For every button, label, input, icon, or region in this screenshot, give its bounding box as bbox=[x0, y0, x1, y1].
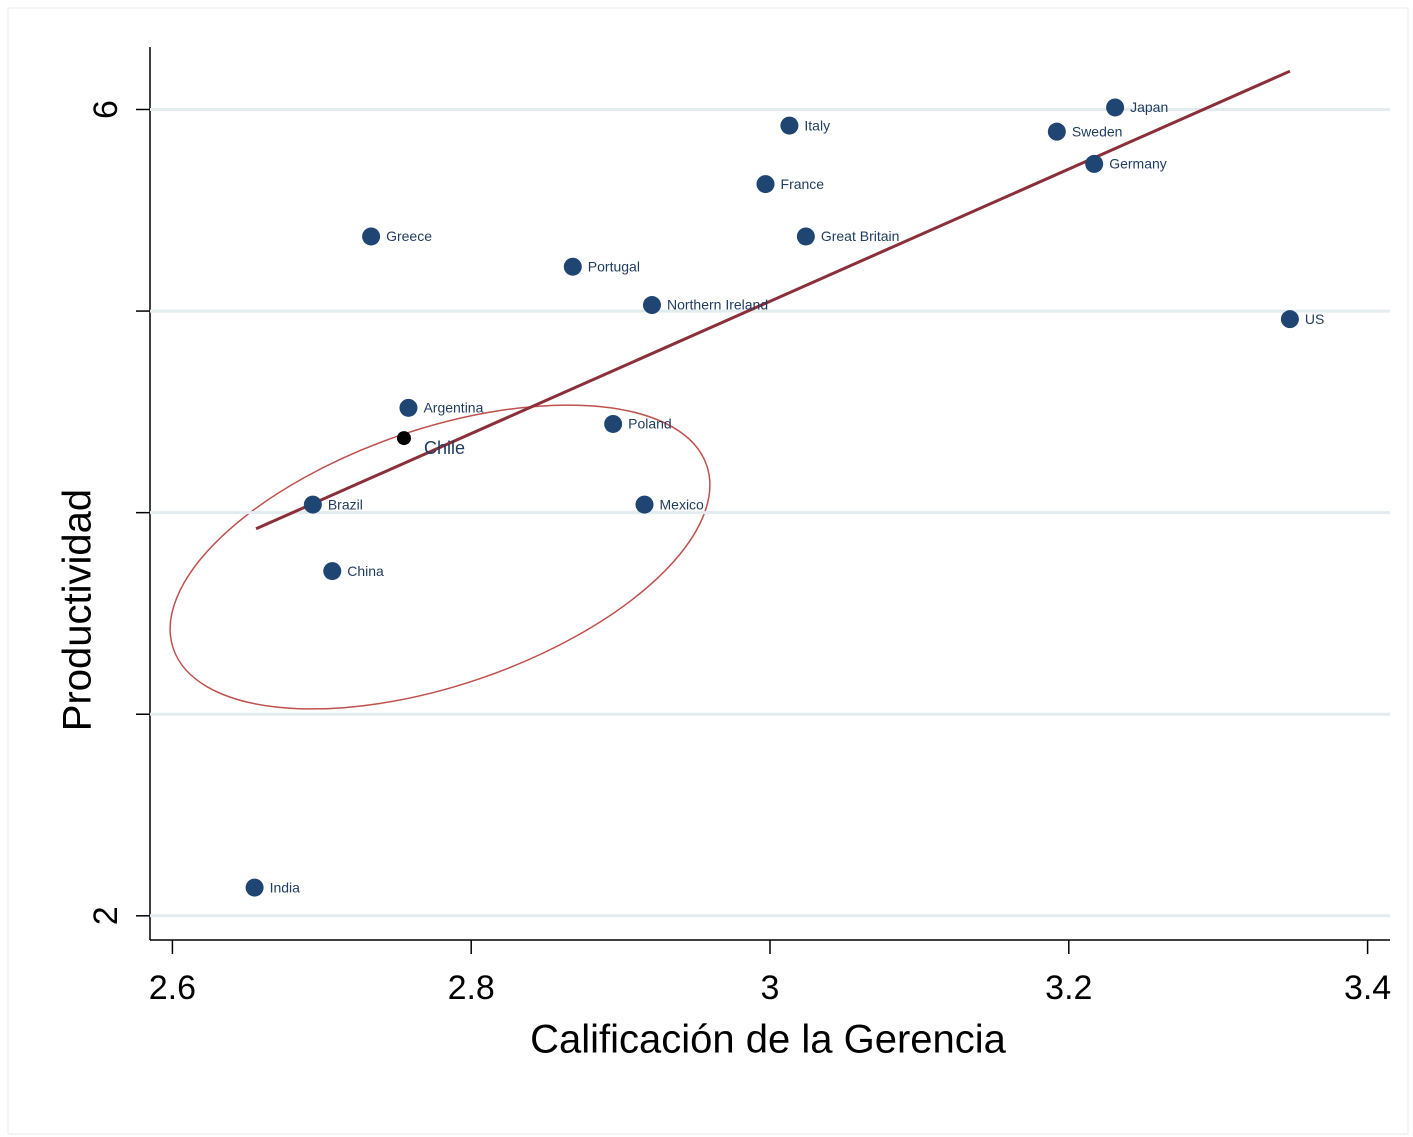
x-tick-label: 3.2 bbox=[1045, 969, 1092, 1007]
point bbox=[323, 562, 342, 581]
point-label: France bbox=[781, 176, 825, 192]
point-label: Portugal bbox=[588, 258, 640, 274]
point bbox=[1085, 154, 1104, 173]
point-label: Italy bbox=[804, 117, 830, 133]
point-label: Sweden bbox=[1072, 123, 1123, 139]
x-axis-title: Calificación de la Gerencia bbox=[530, 1018, 1007, 1062]
point bbox=[796, 227, 815, 246]
y-axis-title: Productividad bbox=[56, 489, 100, 731]
point-label: Greece bbox=[386, 228, 432, 244]
point bbox=[396, 431, 411, 446]
point bbox=[604, 414, 623, 433]
x-tick-label: 3.4 bbox=[1344, 969, 1391, 1007]
point-label: Chile bbox=[424, 438, 465, 458]
point bbox=[642, 296, 661, 315]
point bbox=[635, 495, 654, 514]
point-label: Brazil bbox=[328, 496, 363, 512]
point bbox=[1280, 310, 1299, 329]
point-label: Mexico bbox=[660, 496, 705, 512]
point-label: India bbox=[270, 879, 301, 895]
point bbox=[303, 495, 322, 514]
point bbox=[245, 878, 264, 897]
point-label: Poland bbox=[628, 416, 672, 432]
point bbox=[399, 398, 418, 417]
point bbox=[362, 227, 381, 246]
point-label: Germany bbox=[1109, 156, 1167, 172]
y-tick-label: 2 bbox=[87, 906, 125, 925]
x-tick-label: 2.8 bbox=[448, 969, 495, 1007]
point bbox=[1106, 98, 1125, 117]
point-label: Great Britain bbox=[821, 228, 900, 244]
point-label: Japan bbox=[1130, 99, 1168, 115]
fit-line bbox=[255, 69, 1291, 531]
y-tick-label: 6 bbox=[87, 100, 125, 119]
x-tick-label: 2.6 bbox=[149, 969, 196, 1007]
point bbox=[780, 116, 799, 135]
x-tick-label: 3 bbox=[761, 969, 780, 1007]
point bbox=[756, 175, 775, 194]
point bbox=[1047, 122, 1066, 141]
plot-frame bbox=[7, 7, 1409, 1135]
point bbox=[563, 257, 582, 276]
point-label: Northern Ireland bbox=[667, 297, 768, 313]
point-label: US bbox=[1305, 311, 1324, 327]
point-label: Argentina bbox=[423, 400, 483, 416]
point-label: China bbox=[347, 563, 384, 579]
